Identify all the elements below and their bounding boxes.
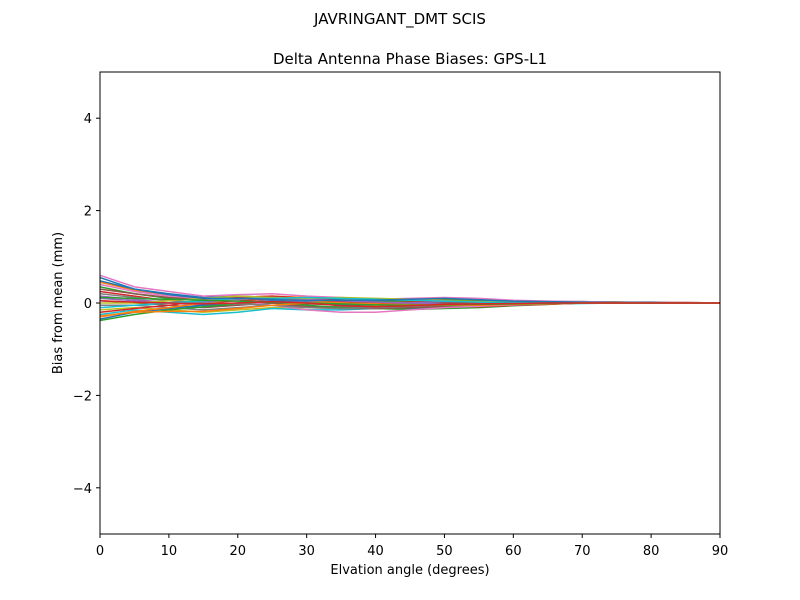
x-tick-label: 30 [298, 544, 315, 559]
chart-title: Delta Antenna Phase Biases: GPS-L1 [273, 50, 547, 68]
x-tick-label: 60 [505, 544, 522, 559]
chart-suptitle: JAVRINGANT_DMT SCIS [313, 10, 486, 29]
y-axis-ticks: −4 −2 0 2 4 [73, 112, 100, 497]
x-axis-label: Elvation angle (degrees) [330, 563, 489, 578]
x-tick-label: 80 [643, 544, 660, 559]
x-tick-label: 0 [96, 544, 104, 559]
x-tick-label: 90 [712, 544, 729, 559]
series-lines [99, 274, 721, 322]
x-tick-label: 40 [367, 544, 384, 559]
x-tick-label: 10 [161, 544, 178, 559]
x-axis-ticks: 0 10 20 30 40 50 60 70 80 90 [96, 534, 728, 559]
y-tick-label: −4 [73, 482, 92, 497]
y-tick-label: 4 [84, 112, 92, 127]
x-tick-label: 20 [230, 544, 247, 559]
series-line-24 [99, 299, 720, 308]
y-tick-label: −2 [73, 389, 92, 404]
y-tick-label: 0 [84, 297, 92, 312]
y-tick-label: 2 [84, 205, 92, 220]
x-tick-label: 70 [574, 544, 591, 559]
y-axis-label: Bias from mean (mm) [51, 232, 66, 374]
x-tick-label: 50 [436, 544, 453, 559]
